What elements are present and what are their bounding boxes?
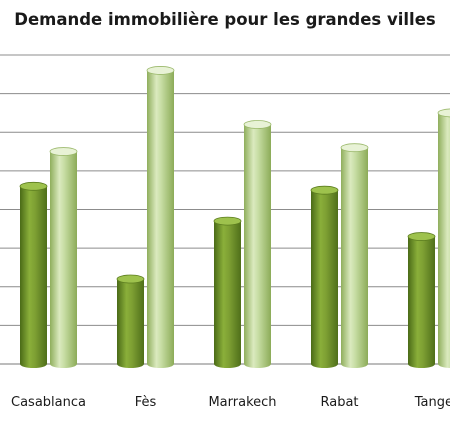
bar-base xyxy=(408,360,435,368)
bar xyxy=(340,143,369,368)
bar xyxy=(146,66,175,368)
bar-base xyxy=(214,360,241,368)
x-tick-label: Tanger xyxy=(414,395,450,410)
bar-cap xyxy=(310,185,339,195)
category-labels: Casablanca Fès Marrakech Rabat Tanger xyxy=(11,395,450,410)
bar-cap xyxy=(146,66,175,75)
bar xyxy=(437,108,450,368)
bar-base xyxy=(50,360,77,368)
bar xyxy=(243,120,272,368)
bar-base xyxy=(244,360,271,368)
x-tick-label: Fès xyxy=(135,395,157,410)
bar-body xyxy=(311,190,338,364)
bar-body xyxy=(438,112,450,364)
bar-body xyxy=(147,70,174,364)
bar xyxy=(19,181,48,368)
bar-base xyxy=(117,360,144,368)
bar-body xyxy=(50,151,77,364)
bar-cap xyxy=(243,120,272,129)
bar-base xyxy=(311,360,338,368)
x-tick-label: Rabat xyxy=(320,395,358,410)
bar-base xyxy=(20,360,47,368)
bar-body xyxy=(244,124,271,365)
bar-cap xyxy=(407,232,436,241)
bar-cap xyxy=(213,216,242,226)
bar-base xyxy=(147,360,174,368)
bars xyxy=(19,66,450,368)
bar xyxy=(49,147,78,368)
bar-body xyxy=(214,221,241,364)
x-tick-label: Marrakech xyxy=(208,395,276,410)
chart-title: Demande immobilière pour les grandes vil… xyxy=(14,10,436,29)
x-tick-label: Casablanca xyxy=(11,395,86,410)
bar xyxy=(310,185,339,368)
bar-base xyxy=(341,360,368,368)
bar-cap xyxy=(49,147,78,156)
bar-cap xyxy=(437,108,450,118)
bar-body xyxy=(117,279,144,364)
bar-cap xyxy=(19,181,48,191)
bar-cap xyxy=(340,143,369,153)
bar-body xyxy=(341,147,368,364)
bar-body xyxy=(408,236,435,364)
bar xyxy=(213,216,242,368)
bar xyxy=(407,232,436,368)
bar-body xyxy=(20,186,47,364)
bar xyxy=(116,274,145,368)
bar-base xyxy=(438,360,450,368)
bar-cap xyxy=(116,274,145,284)
